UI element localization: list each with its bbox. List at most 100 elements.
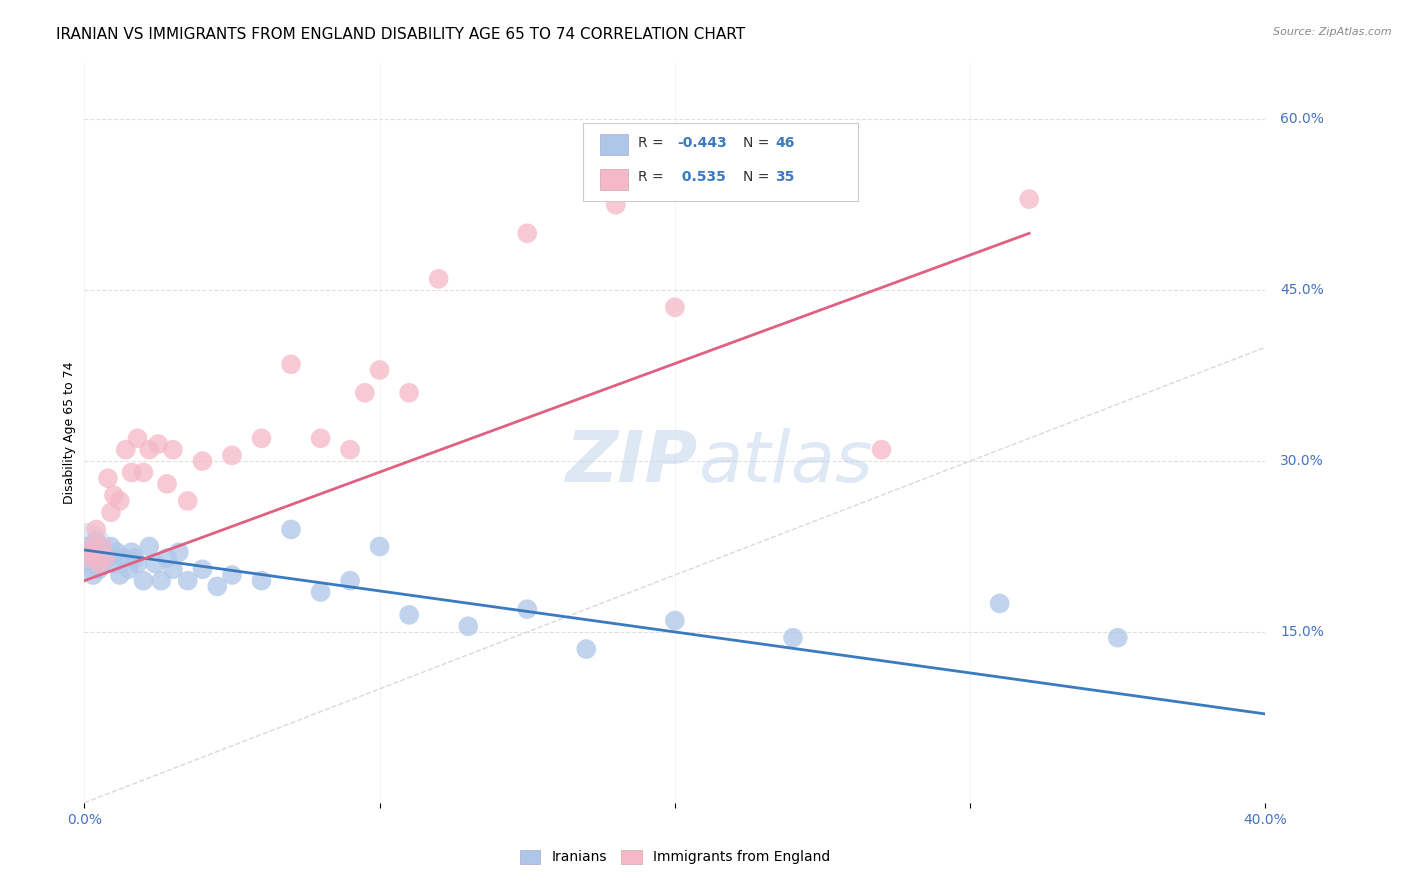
Point [177, 494, 200, 508]
Point [114, 442, 136, 457]
Point [664, 614, 686, 628]
Y-axis label: Disability Age 65 to 74: Disability Age 65 to 74 [63, 361, 76, 504]
Point [127, 431, 149, 445]
Text: atlas: atlas [699, 428, 873, 497]
Point [354, 385, 377, 400]
Text: 0.535: 0.535 [678, 170, 725, 185]
Text: 30.0%: 30.0% [1281, 454, 1324, 468]
Point [94, 550, 117, 565]
Text: Source: ZipAtlas.com: Source: ZipAtlas.com [1274, 27, 1392, 37]
Point [84, 533, 107, 548]
Point [1107, 631, 1129, 645]
Point [132, 574, 155, 588]
Legend: Iranians, Immigrants from England: Iranians, Immigrants from England [515, 844, 835, 870]
Point [368, 540, 391, 554]
Point [84, 523, 107, 537]
Text: R =: R = [638, 170, 668, 185]
Point [138, 540, 160, 554]
Point [167, 545, 190, 559]
Point [108, 568, 131, 582]
Point [309, 585, 332, 599]
Point [82, 568, 104, 582]
Point [368, 363, 391, 377]
Text: R =: R = [638, 136, 668, 150]
Text: 60.0%: 60.0% [1281, 112, 1324, 127]
Point [575, 642, 598, 657]
Point [1018, 192, 1040, 206]
Point [138, 442, 160, 457]
Point [87, 557, 111, 571]
Point [94, 545, 117, 559]
Point [250, 431, 273, 445]
Point [105, 545, 128, 559]
Point [75, 543, 97, 558]
Point [127, 557, 149, 571]
Point [76, 550, 98, 565]
Point [398, 607, 420, 622]
Point [79, 557, 101, 571]
Point [148, 437, 170, 451]
Point [76, 540, 98, 554]
Point [100, 505, 122, 519]
Text: N =: N = [744, 170, 773, 185]
Point [82, 545, 104, 559]
Point [91, 540, 114, 554]
Point [516, 602, 538, 616]
Point [121, 545, 143, 559]
Text: 15.0%: 15.0% [1281, 625, 1324, 639]
Point [516, 227, 538, 241]
Point [221, 449, 243, 463]
Point [82, 540, 104, 554]
Point [207, 579, 229, 593]
Point [162, 442, 184, 457]
Text: IRANIAN VS IMMIGRANTS FROM ENGLAND DISABILITY AGE 65 TO 74 CORRELATION CHART: IRANIAN VS IMMIGRANTS FROM ENGLAND DISAB… [56, 27, 745, 42]
Point [87, 540, 111, 554]
Point [97, 471, 120, 485]
Point [250, 574, 273, 588]
Point [221, 568, 243, 582]
Point [103, 557, 125, 571]
Point [100, 540, 122, 554]
Point [427, 272, 450, 286]
Point [108, 494, 131, 508]
Point [870, 442, 893, 457]
Point [664, 301, 686, 315]
Point [191, 454, 214, 468]
Point [156, 476, 179, 491]
Point [782, 631, 804, 645]
Point [191, 562, 214, 576]
Point [79, 550, 101, 565]
Point [339, 574, 361, 588]
Point [150, 574, 173, 588]
Text: 45.0%: 45.0% [1281, 284, 1324, 297]
Point [132, 466, 155, 480]
Text: N =: N = [744, 136, 773, 150]
Point [121, 466, 143, 480]
Point [280, 523, 302, 537]
Point [76, 545, 98, 559]
Point [988, 597, 1011, 611]
Point [111, 550, 134, 565]
Point [280, 357, 302, 371]
Text: -0.443: -0.443 [678, 136, 727, 150]
Point [87, 562, 111, 576]
Point [605, 198, 627, 212]
Point [339, 442, 361, 457]
Text: ZIP: ZIP [567, 428, 699, 497]
Point [118, 562, 141, 576]
Point [79, 545, 101, 559]
Point [177, 574, 200, 588]
Point [309, 431, 332, 445]
Point [124, 550, 146, 565]
Point [84, 550, 107, 565]
Point [97, 550, 120, 565]
Point [457, 619, 479, 633]
Text: 35: 35 [776, 170, 794, 185]
Point [91, 557, 114, 571]
Point [398, 385, 420, 400]
Point [103, 488, 125, 502]
Text: 46: 46 [776, 136, 794, 150]
Point [162, 562, 184, 576]
Point [143, 557, 166, 571]
Point [156, 550, 179, 565]
